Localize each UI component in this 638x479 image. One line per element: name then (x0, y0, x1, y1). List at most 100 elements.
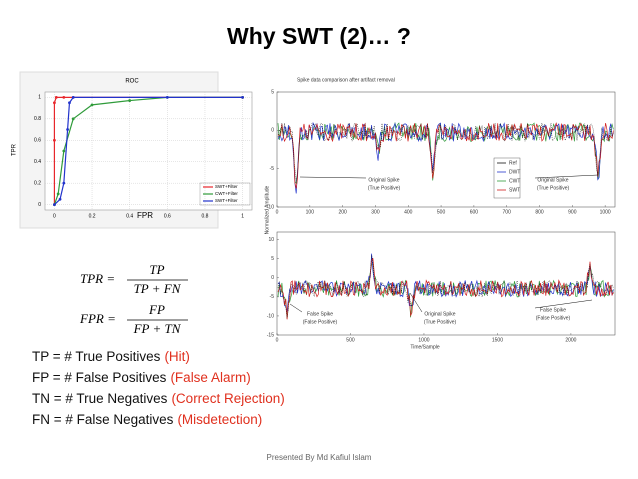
roc-y-tick-label: 0.8 (34, 116, 41, 122)
bullet-label: FP = # False Positives (32, 370, 167, 385)
signal-trace (277, 255, 614, 318)
signal-ylabel: Normalized Amplitude (264, 185, 270, 234)
bullet: TP = # True Positives (Hit) (32, 349, 190, 364)
bullet: TN = # True Negatives (Correct Rejection) (32, 391, 285, 406)
x-tick-label: 1500 (492, 337, 503, 343)
signal-trace (277, 122, 614, 181)
annotation: False Spike (307, 311, 333, 317)
annotation: Original Spike (537, 177, 568, 183)
x-tick-label: 0 (276, 337, 279, 343)
formula-denominator: TP + FN (134, 281, 182, 296)
roc-point (165, 95, 169, 99)
annotation: (True Positive) (424, 319, 457, 325)
y-tick-label: -5 (270, 294, 275, 300)
roc-legend-box (199, 182, 251, 206)
bullet-note: (Correct Rejection) (171, 391, 284, 406)
annotation-arrow (534, 174, 599, 179)
y-tick-label: -10 (267, 204, 274, 210)
roc-y-tick-label: 0.4 (34, 159, 41, 165)
roc-x-tick-label: 0.2 (89, 213, 96, 219)
roc-point (128, 99, 132, 102)
bullet-label: TP = # True Positives (32, 349, 161, 364)
annotation-arrow (534, 299, 593, 309)
annotation-arrow (409, 292, 423, 313)
roc-x-tick-label: 0.6 (164, 213, 171, 219)
roc-x-tick-label: 0 (53, 213, 56, 219)
bullet: FP = # False Positives (False Alarm) (32, 370, 251, 385)
legend-label: SWT (509, 187, 520, 193)
x-tick-label: 100 (306, 209, 315, 215)
signal-title: Spike data comparison after artifact rem… (297, 77, 395, 83)
x-tick-label: 400 (404, 209, 413, 215)
y-tick-label: 10 (268, 237, 274, 243)
legend-box (493, 157, 521, 199)
signal-plot (276, 91, 616, 208)
roc-point (56, 192, 60, 196)
x-tick-label: 500 (437, 209, 446, 215)
roc-xlabel: FPR (137, 211, 153, 220)
formula-lhs: TPR = (80, 271, 115, 286)
annotation: (True Positive) (368, 185, 401, 191)
x-tick-label: 700 (503, 209, 512, 215)
roc-point (71, 95, 75, 99)
roc-point (53, 101, 56, 105)
formula-numerator: TP (149, 262, 164, 277)
annotation: Original Spike (424, 311, 455, 317)
footer: Presented By Md Kafiul Islam (267, 453, 372, 462)
annotation-arrow (299, 176, 367, 179)
x-tick-label: 300 (371, 209, 380, 215)
x-tick-label: 800 (535, 209, 544, 215)
bullet-note: (Hit) (164, 349, 190, 364)
annotation-arrow (289, 303, 303, 313)
x-tick-label: 600 (470, 209, 479, 215)
roc-ylabel: TPR (12, 143, 18, 156)
roc-point (62, 95, 66, 99)
bullet-note: (Misdetection) (177, 412, 262, 427)
roc-point (54, 95, 58, 99)
slide-title: Why SWT (2)… ? (227, 23, 411, 49)
roc-point (90, 103, 94, 107)
formula: TPR = TP TP + FN (80, 262, 188, 296)
x-tick-label: 200 (338, 209, 347, 215)
legend-label: DWT (509, 169, 520, 175)
roc-point (62, 181, 66, 185)
roc-point (53, 203, 56, 207)
bullet-note: (False Alarm) (170, 370, 250, 385)
roc-plot (44, 91, 253, 211)
signal-trace (277, 260, 614, 319)
roc-point (241, 95, 244, 99)
x-tick-label: 900 (568, 209, 577, 215)
bullet: FN = # False Negatives (Misdetection) (32, 412, 262, 427)
roc-point (53, 138, 56, 142)
roc-title: ROC (125, 79, 139, 85)
roc-legend-label: SWT+Filter (215, 198, 238, 203)
roc-point (68, 101, 71, 105)
roc-line (53, 96, 243, 206)
annotation: False Spike (540, 307, 566, 313)
roc-point (66, 128, 69, 131)
y-tick-label: -15 (267, 332, 274, 338)
legend-label: CWT (509, 178, 520, 184)
roc-x-tick-label: 0.4 (126, 213, 133, 219)
roc-legend-label: SWT+Filter (215, 184, 238, 189)
roc-y-tick-label: 1 (38, 95, 41, 101)
bullet-label: FN = # False Negatives (32, 412, 174, 427)
formula-denominator: FP + TN (133, 321, 182, 336)
annotation: (False Positive) (536, 315, 571, 321)
x-tick-label: 1000 (418, 337, 429, 343)
y-tick-label: 5 (271, 256, 274, 262)
formula-lhs: FPR = (79, 311, 116, 326)
formula: FPR = FP FP + TN (79, 302, 188, 336)
signal-trace (277, 121, 614, 194)
y-tick-label: -5 (270, 166, 275, 172)
signal-trace (277, 257, 614, 320)
y-tick-label: 0 (271, 128, 274, 134)
formula-numerator: FP (148, 302, 165, 317)
roc-point (58, 197, 62, 201)
roc-y-tick-label: 0 (38, 202, 41, 208)
y-tick-label: 5 (271, 89, 274, 95)
roc-point (71, 117, 75, 121)
y-tick-label: -10 (267, 313, 274, 319)
roc-legend-label: CWT+Filter (215, 191, 238, 196)
